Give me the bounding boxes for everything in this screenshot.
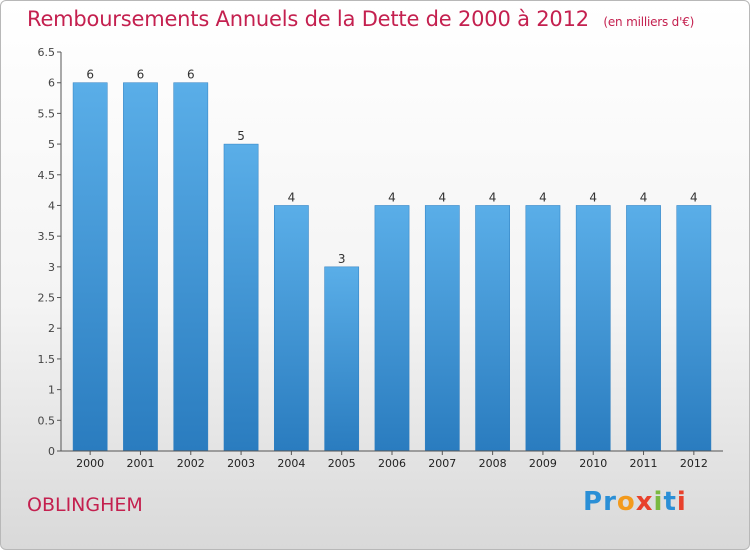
logo-letter: i bbox=[676, 487, 687, 517]
y-tick-label: 1.5 bbox=[38, 353, 56, 366]
bar-2011 bbox=[626, 205, 661, 452]
logo-letter: r bbox=[603, 487, 617, 517]
commune-name: OBLINGHEM bbox=[27, 494, 143, 516]
logo-letter: x bbox=[635, 487, 654, 517]
data-label-2011: 4 bbox=[640, 190, 648, 204]
data-label-2006: 4 bbox=[388, 190, 396, 204]
x-axis: 2000 2001 2002 2003 2004 2005 2006 2007 2008 2009… bbox=[61, 450, 723, 470]
data-label-2002: 6 bbox=[187, 68, 195, 82]
bar-2005 bbox=[324, 266, 360, 452]
y-axis: 0 0.5 1 1.5 2 2.5 3 3.5 4 4.5 5 5.5 6 6.5 bbox=[38, 46, 62, 458]
y-tick-label: 2.5 bbox=[38, 292, 56, 305]
bars: 6 6 6 5 4 3 4 4 4 4 4 4 4 bbox=[72, 68, 712, 452]
data-label-2003: 5 bbox=[237, 129, 245, 143]
x-tick-label: 2002 bbox=[177, 457, 205, 470]
data-label-2000: 6 bbox=[86, 68, 94, 82]
data-label-2007: 4 bbox=[438, 190, 446, 204]
data-label-2009: 4 bbox=[539, 190, 547, 204]
y-tick-label: 6.5 bbox=[38, 46, 56, 59]
x-tick-label: 2000 bbox=[76, 457, 104, 470]
bar-2008 bbox=[475, 205, 510, 452]
x-tick-label: 2008 bbox=[479, 457, 507, 470]
bar-2007 bbox=[424, 205, 460, 452]
x-tick-label: 2003 bbox=[227, 457, 255, 470]
logo-letter: o bbox=[616, 487, 636, 517]
y-tick-label: 3 bbox=[48, 261, 55, 274]
x-tick-label: 2009 bbox=[529, 457, 557, 470]
logo-letter: P bbox=[583, 487, 604, 517]
x-tick-label: 2005 bbox=[328, 457, 356, 470]
y-tick-label: 0.5 bbox=[38, 414, 56, 427]
bar-2012 bbox=[676, 205, 712, 452]
proxiti-logo: Proxiti bbox=[583, 487, 687, 517]
y-tick-label: 5.5 bbox=[38, 107, 56, 120]
x-tick-label: 2007 bbox=[428, 457, 456, 470]
y-tick-label: 5 bbox=[48, 138, 55, 151]
bar-2009 bbox=[525, 205, 561, 452]
chart-unit: (en milliers d'€) bbox=[603, 15, 695, 29]
y-tick-label: 3.5 bbox=[38, 230, 56, 243]
y-tick-label: 4 bbox=[48, 199, 55, 212]
data-label-2010: 4 bbox=[589, 190, 597, 204]
bar-2001 bbox=[123, 82, 158, 452]
logo-letter: i bbox=[653, 487, 664, 517]
x-tick-label: 2010 bbox=[579, 457, 607, 470]
chart-title: Remboursements Annuels de la Dette de 20… bbox=[27, 7, 694, 31]
y-tick-label: 4.5 bbox=[38, 169, 56, 182]
x-tick-label: 2011 bbox=[630, 457, 658, 470]
y-tick-label: 1 bbox=[48, 384, 55, 397]
x-tick-label: 2012 bbox=[680, 457, 708, 470]
logo-letter: t bbox=[663, 487, 677, 517]
data-label-2005: 3 bbox=[338, 252, 346, 266]
bar-2010 bbox=[575, 205, 611, 452]
x-tick-label: 2001 bbox=[126, 457, 154, 470]
x-tick-label: 2004 bbox=[277, 457, 305, 470]
bar-2003 bbox=[223, 143, 259, 452]
data-label-2008: 4 bbox=[489, 190, 497, 204]
y-tick-label: 2 bbox=[48, 322, 55, 335]
y-tick-label: 0 bbox=[48, 445, 55, 458]
bar-2000 bbox=[72, 82, 108, 452]
x-tick-label: 2006 bbox=[378, 457, 406, 470]
bar-2006 bbox=[374, 205, 410, 452]
bar-2004 bbox=[274, 205, 309, 452]
data-label-2001: 6 bbox=[137, 68, 145, 82]
data-label-2004: 4 bbox=[288, 190, 296, 204]
bar-2002 bbox=[173, 82, 209, 452]
chart-title-text: Remboursements Annuels de la Dette de 20… bbox=[27, 7, 589, 31]
y-tick-label: 6 bbox=[48, 77, 55, 90]
data-label-2012: 4 bbox=[690, 190, 698, 204]
